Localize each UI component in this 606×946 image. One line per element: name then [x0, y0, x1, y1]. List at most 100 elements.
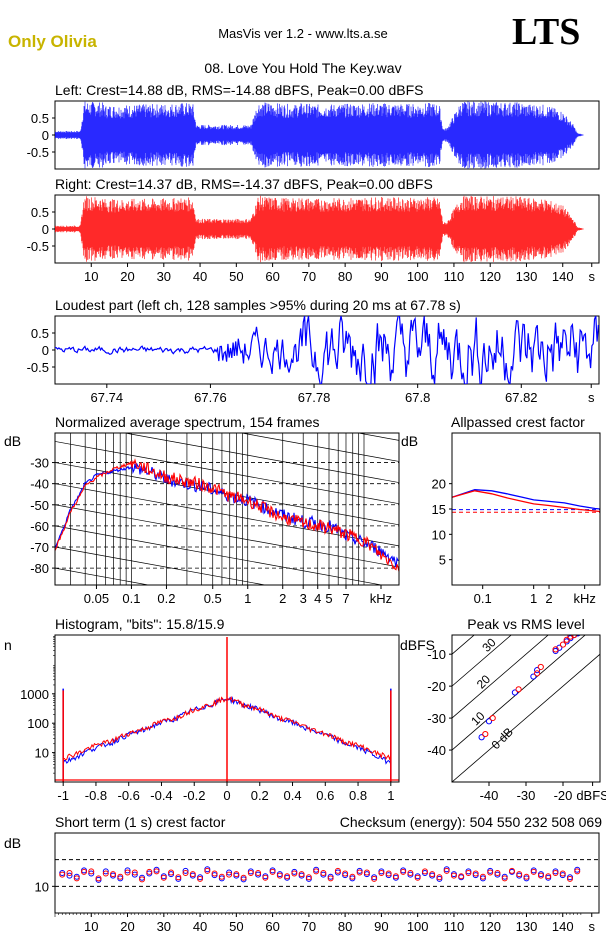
shortterm-point-right	[168, 869, 175, 876]
histogram-xtick-label: -1	[57, 788, 69, 803]
histogram-title: Histogram, "bits": 15.8/15.9	[55, 616, 225, 632]
shortterm-title: Short term (1 s) crest factor	[55, 814, 226, 830]
shortterm-xtick-label: 140	[552, 919, 574, 934]
peakrms-point-right	[534, 670, 541, 677]
shortterm-point-right	[443, 867, 450, 874]
shortterm-point-right	[73, 875, 80, 882]
shortterm-point-right	[211, 870, 218, 877]
histogram-xtick-label: 0.4	[283, 788, 301, 803]
shortterm-xtick-label: 120	[479, 919, 501, 934]
right-waveform-xtick-label: 70	[302, 269, 316, 284]
shortterm-point-right	[240, 874, 247, 881]
shortterm-point-right	[501, 875, 508, 882]
peakrms-point-right	[489, 714, 496, 722]
crest-xtick-label: 2	[545, 591, 552, 606]
shortterm-point-left	[131, 871, 138, 878]
peakrms-point-right	[552, 646, 559, 653]
histogram-xtick-label: 0.6	[316, 788, 334, 803]
peakrms-point-right	[559, 641, 567, 648]
shortterm-point-right	[276, 872, 283, 879]
spectrum-ytick-label: -40	[30, 477, 49, 492]
shortterm-xtick-label: 10	[84, 919, 98, 934]
shortterm-point-right	[465, 870, 472, 876]
peakrms-point-right	[567, 635, 574, 640]
shortterm-point-right	[182, 870, 189, 876]
histogram-xtick-label: -0.4	[150, 788, 172, 803]
shortterm-point-right	[139, 876, 146, 883]
shortterm-xtick-label: 100	[407, 919, 429, 934]
left-waveform-ytick-label: 0.5	[31, 111, 49, 126]
peakrms-xtick-label: dBFS	[576, 788, 606, 803]
shortterm-point-right	[429, 871, 436, 878]
spectrum-slope-line	[239, 433, 399, 462]
file-title: 08. Love You Hold The Key.wav	[204, 60, 402, 76]
right-waveform-xtick-label: 60	[265, 269, 279, 284]
spectrum-xtick-label: 7	[342, 591, 349, 606]
right-waveform-xtick-label: 80	[338, 269, 352, 284]
shortterm-point-right	[320, 870, 327, 876]
spectrum-slope-line	[55, 441, 399, 505]
shortterm-frame	[54, 832, 600, 914]
spectrum-xtick-label: 0.2	[157, 591, 175, 606]
loudest-ytick-label: -0.5	[27, 360, 49, 375]
peakrms-point-left	[511, 689, 519, 696]
shortterm-point-right	[508, 867, 515, 874]
shortterm-point-right	[160, 874, 167, 881]
shortterm-xtick-label: 30	[157, 919, 171, 934]
peakrms-point-left	[586, 624, 591, 629]
peakrms-xtick-label: -40	[480, 788, 499, 803]
spectrum-title: Normalized average spectrum, 154 frames	[55, 414, 320, 430]
shortterm-point-right	[269, 868, 276, 875]
shortterm-point-right	[436, 874, 443, 881]
right-waveform-xtick-label: 140	[552, 269, 574, 284]
shortterm-point-right	[226, 871, 233, 878]
shortterm-point-right	[537, 872, 544, 879]
shortterm-point-right	[472, 870, 479, 877]
shortterm-point-right	[146, 868, 153, 875]
shortterm-point-right	[117, 873, 124, 880]
shortterm-point-right	[175, 874, 182, 881]
peakrms-diagonal	[452, 635, 549, 719]
peakrms-point-left	[534, 667, 541, 674]
shortterm-point-right	[400, 868, 407, 875]
shortterm-point-right	[407, 870, 414, 876]
right-waveform-xtick-label: 40	[193, 269, 207, 284]
spectrum-series-left	[55, 462, 399, 568]
shortterm-point-right	[298, 871, 305, 878]
peakrms-title: Peak vs RMS level	[467, 616, 584, 632]
spectrum-slope-line	[123, 433, 399, 483]
shortterm-point-right	[305, 874, 312, 881]
peakrms-point-left	[556, 644, 563, 651]
shortterm-point-right	[516, 871, 523, 878]
shortterm-point-right	[313, 868, 320, 875]
loudest-plot	[55, 316, 599, 384]
peakrms-xtick-label: -30	[517, 788, 536, 803]
shortterm-point-right	[59, 871, 66, 878]
right-waveform-xtick-label: 30	[157, 269, 171, 284]
left-waveform-title: Left: Crest=14.88 dB, RMS=-14.88 dBFS, P…	[55, 82, 423, 98]
right-waveform-xtick-label: 20	[120, 269, 134, 284]
peakrms-frame	[451, 634, 601, 783]
shortterm-point-right	[552, 870, 559, 876]
shortterm-xtick-label: 110	[444, 919, 465, 934]
peakrms-point-left	[478, 734, 485, 741]
right-waveform-xtick-label: s	[588, 269, 595, 284]
left-waveform-ytick-label: -0.5	[27, 145, 49, 160]
peakrms-point-left	[485, 718, 493, 725]
crest-title: Allpassed crest factor	[451, 414, 585, 430]
peakrms-ylabel: dBFS	[400, 637, 435, 653]
left-waveform-ytick-label: 0	[42, 128, 49, 143]
spectrum-ylabel: dB	[4, 433, 21, 449]
loudest-xtick-label: 67.74	[91, 390, 124, 405]
peakrms-point-right	[537, 663, 544, 671]
peakrms-point-left	[575, 635, 581, 637]
peakrms-diagonal-label: 10	[468, 709, 488, 729]
shortterm-point-right	[494, 870, 501, 876]
peakrms-ytick-label: -10	[427, 647, 446, 662]
peakrms-diagonal-label: 20	[474, 672, 494, 692]
shortterm-point-left	[226, 869, 233, 876]
shortterm-point-right	[523, 873, 530, 880]
spectrum-xtick-label: 5	[325, 591, 332, 606]
histogram-xtick-label: -0.8	[85, 788, 107, 803]
crest-ytick-label: 5	[439, 553, 446, 568]
